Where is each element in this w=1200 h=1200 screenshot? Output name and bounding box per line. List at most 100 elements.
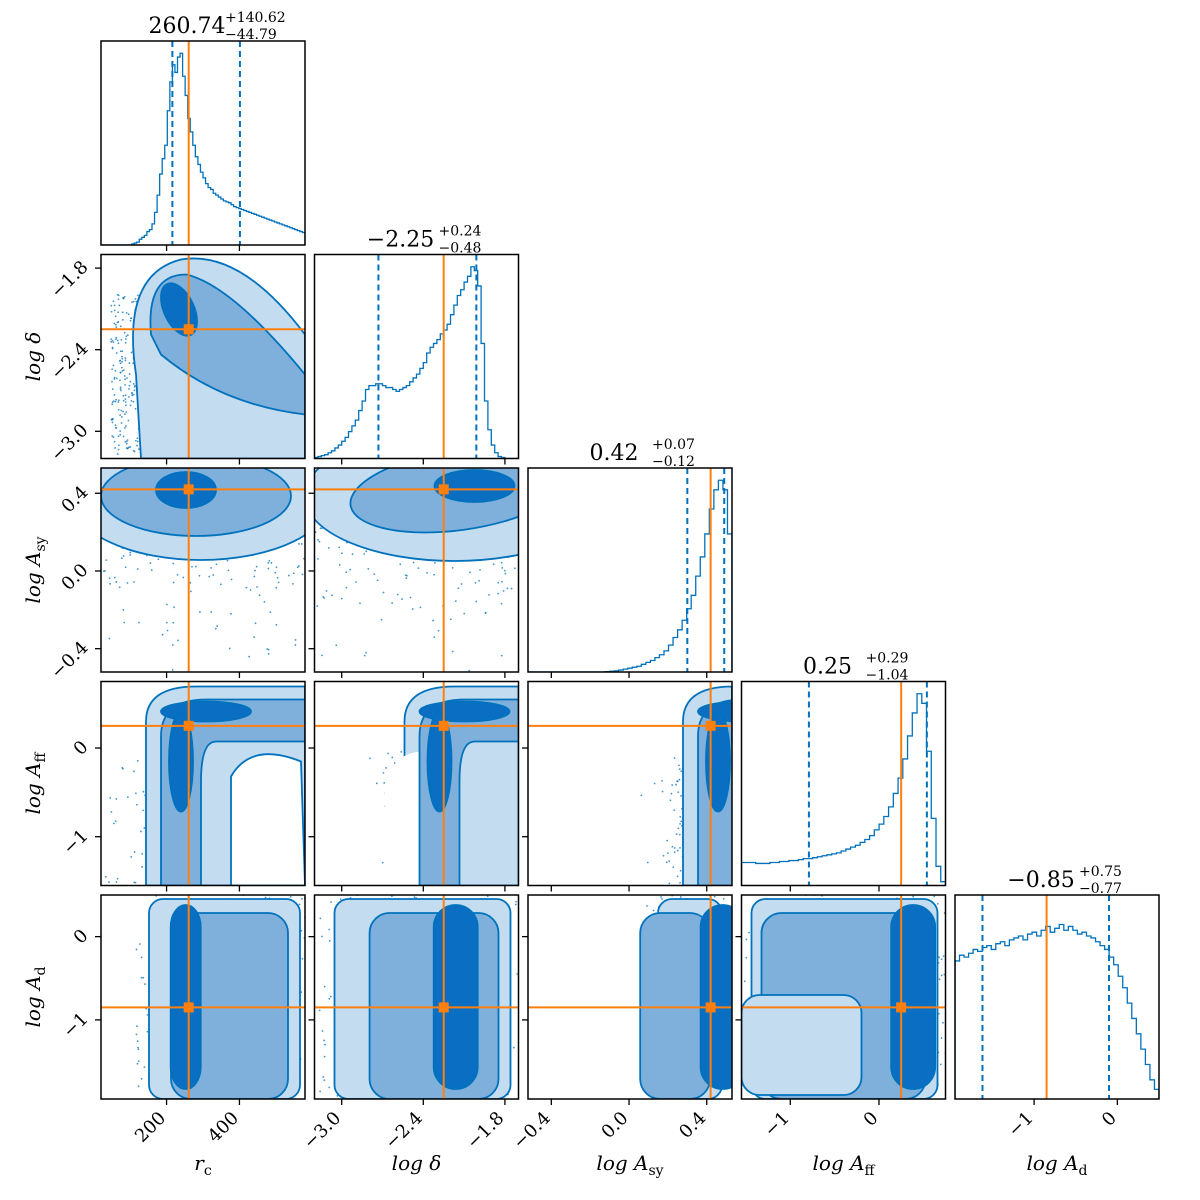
sample-point xyxy=(267,561,270,564)
sample-point xyxy=(749,781,751,783)
sample-point xyxy=(739,822,741,824)
sample-point xyxy=(744,849,746,851)
sample-point xyxy=(300,929,303,932)
sample-point xyxy=(739,754,741,756)
sample-point xyxy=(118,304,121,307)
sample-point xyxy=(391,756,394,759)
sample-point xyxy=(123,375,126,377)
sample-point xyxy=(114,424,117,427)
sample-point xyxy=(172,581,175,584)
sample-point xyxy=(171,644,174,646)
x-tick-label-logdelta: −2.4 xyxy=(381,1108,427,1154)
sample-point xyxy=(121,360,123,363)
truth-marker xyxy=(183,484,194,495)
sample-point xyxy=(340,597,343,600)
sample-point xyxy=(301,957,304,960)
sample-point xyxy=(136,294,139,297)
sample-point xyxy=(130,856,133,858)
sample-point xyxy=(105,559,108,562)
sample-point xyxy=(319,1090,322,1093)
sample-point xyxy=(679,896,682,898)
sample-point xyxy=(119,414,122,416)
sample-point xyxy=(419,606,422,609)
sample-point xyxy=(502,590,505,592)
y-tick-label-logAd: 0 xyxy=(70,925,93,948)
sample-point xyxy=(165,621,168,624)
sample-point xyxy=(330,594,333,597)
sample-point xyxy=(119,362,122,365)
sample-point xyxy=(136,440,139,443)
sample-point xyxy=(112,364,115,367)
sample-point xyxy=(128,384,131,387)
sample-point xyxy=(117,401,120,403)
sample-point xyxy=(522,1069,524,1071)
sample-point xyxy=(122,410,124,413)
sample-point xyxy=(136,759,139,762)
sample-point xyxy=(738,1044,740,1046)
sample-point xyxy=(114,315,117,318)
sample-point xyxy=(676,849,679,852)
sample-point xyxy=(733,773,735,775)
sample-point xyxy=(942,955,945,958)
sample-point xyxy=(373,573,376,576)
sample-point xyxy=(323,985,326,988)
sample-point xyxy=(125,447,128,449)
sample-point xyxy=(115,427,118,429)
sample-point xyxy=(143,1066,146,1069)
sample-point xyxy=(492,563,495,566)
truth-marker xyxy=(896,1002,907,1013)
sample-point xyxy=(263,600,266,603)
sample-point xyxy=(120,338,123,341)
sample-point xyxy=(123,621,126,624)
title-plus-logAff: +0.29 xyxy=(866,651,909,667)
sample-point xyxy=(113,822,115,825)
hist-panel-logdelta xyxy=(314,254,519,459)
sample-point xyxy=(117,399,120,402)
sample-point xyxy=(108,881,110,884)
sample-point xyxy=(190,590,192,593)
sample-point xyxy=(733,1001,735,1003)
sample-point xyxy=(312,918,314,920)
sample-point xyxy=(142,976,145,979)
x-tick-label-logAff: −1 xyxy=(760,1108,794,1142)
sample-point xyxy=(249,588,252,591)
sample-point xyxy=(297,565,300,567)
y-tick-label-logdelta: −1.8 xyxy=(47,257,93,303)
sample-point xyxy=(321,654,323,657)
sample-point xyxy=(653,782,656,785)
sample-point xyxy=(409,596,412,599)
sample-point xyxy=(310,959,312,961)
sample-point xyxy=(497,592,500,595)
panel-frame xyxy=(313,894,520,1100)
sample-point xyxy=(748,931,750,934)
sample-point xyxy=(747,830,749,832)
sample-point xyxy=(775,831,777,833)
sample-point xyxy=(309,1017,311,1019)
sample-point xyxy=(736,852,738,854)
sample-point xyxy=(433,573,436,576)
sample-point xyxy=(139,943,141,945)
panel-frame xyxy=(313,253,520,460)
sample-point xyxy=(749,754,751,756)
sample-point xyxy=(111,339,114,342)
sample-point xyxy=(134,881,137,884)
sample-point xyxy=(673,809,676,812)
sample-point xyxy=(675,833,678,836)
x-axis-label-rc: rc xyxy=(194,1151,212,1179)
sample-point xyxy=(136,444,138,447)
sample-point xyxy=(668,860,671,863)
sample-point xyxy=(331,859,333,861)
sample-point xyxy=(383,782,386,784)
sample-point xyxy=(750,818,752,820)
sample-point xyxy=(123,295,126,298)
sample-point xyxy=(112,341,115,344)
sample-point xyxy=(121,311,124,314)
contour-hole xyxy=(230,753,305,886)
sample-point xyxy=(277,581,280,584)
sample-point xyxy=(752,807,754,809)
sample-point xyxy=(734,766,736,768)
panel-logAsy-vs-logAff xyxy=(528,681,777,886)
sample-point xyxy=(748,786,750,788)
histogram-logAff xyxy=(741,693,946,886)
sample-point xyxy=(177,639,179,642)
